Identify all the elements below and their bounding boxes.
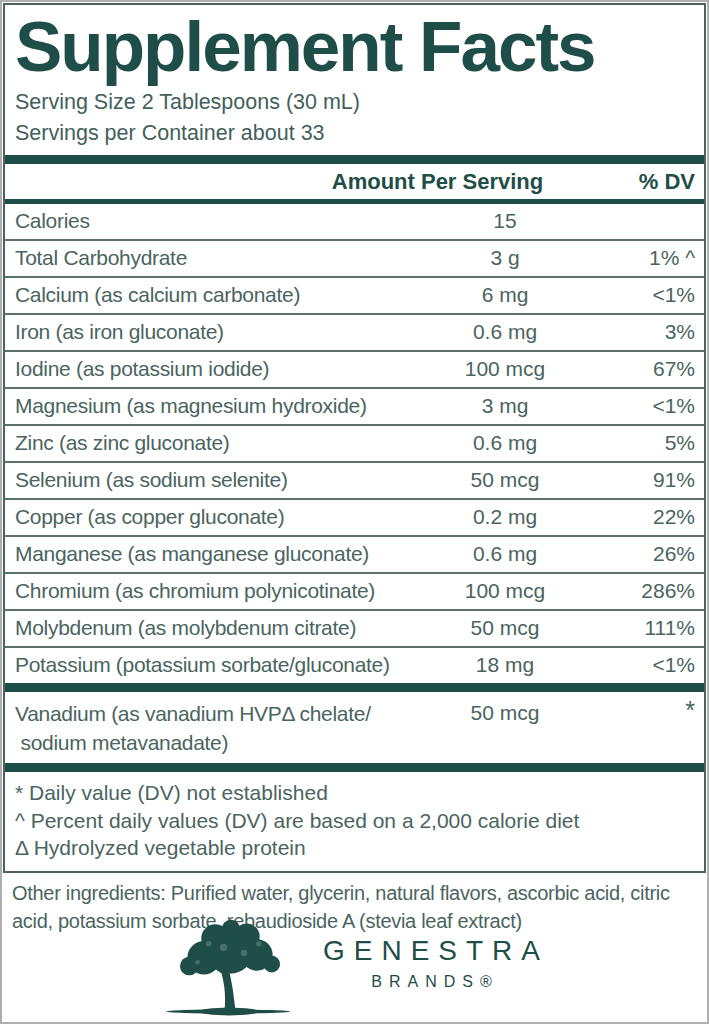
row-amount: 0.6 mg — [405, 315, 605, 349]
table-row: Iron (as iron gluconate) 0.6 mg 3% — [5, 315, 704, 352]
row-dv: 67% — [653, 352, 695, 386]
row-amount: 0.6 mg — [405, 426, 605, 460]
row-dv: 91% — [653, 463, 695, 497]
row-dv: 22% — [653, 500, 695, 534]
footnote-percent-dv: ^ Percent daily values (DV) are based on… — [15, 807, 694, 835]
table-header: Amount Per Serving % DV — [5, 164, 704, 199]
nutrient-table: Calories 15 Total Carbohydrate 3 g 1% ^ … — [5, 204, 704, 683]
row-label: Calcium (as calcium carbonate) — [15, 278, 300, 312]
row-amount: 0.2 mg — [405, 500, 605, 534]
table-row: Magnesium (as magnesium hydroxide) 3 mg … — [5, 389, 704, 426]
brand-logo: GENESTRA BRANDS® — [2, 916, 707, 1018]
row-dv: 5% — [665, 426, 695, 460]
row-amount: 100 mcg — [405, 574, 605, 608]
row-label: Selenium (as sodium selenite) — [15, 463, 288, 497]
row-label: Potassium (potassium sorbate/gluconate) — [15, 648, 390, 682]
row-amount: 15 — [405, 204, 605, 238]
table-row: Zinc (as zinc gluconate) 0.6 mg 5% — [5, 426, 704, 463]
row-label: Molybdenum (as molybdenum citrate) — [15, 611, 356, 645]
row-amount: 50 mcg — [405, 463, 605, 497]
row-dv: 1% ^ — [649, 241, 695, 275]
row-dv: 26% — [653, 537, 695, 571]
row-dv: <1% — [652, 389, 695, 423]
row-amount: 50 mcg — [405, 700, 605, 725]
row-label: Copper (as copper gluconate) — [15, 500, 284, 534]
row-label: Manganese (as manganese gluconate) — [15, 537, 369, 571]
row-dv: 3% — [665, 315, 695, 349]
row-label: Vanadium (as vanadium HVPΔ chelate/ sodi… — [15, 700, 371, 758]
servings-per-container: Servings per Container about 33 — [15, 118, 694, 148]
table-row: Iodine (as potassium iodide) 100 mcg 67% — [5, 352, 704, 389]
table-row: Manganese (as manganese gluconate) 0.6 m… — [5, 537, 704, 574]
footnote-hvp: Δ Hydrolyzed vegetable protein — [15, 834, 694, 862]
row-label: Iron (as iron gluconate) — [15, 315, 224, 349]
row-amount: 100 mcg — [405, 352, 605, 386]
table-row: Total Carbohydrate 3 g 1% ^ — [5, 241, 704, 278]
row-amount: 18 mg — [405, 648, 605, 682]
column-header-dv: % DV — [639, 164, 695, 199]
row-amount: 6 mg — [405, 278, 605, 312]
separator-bar-mid — [5, 683, 704, 692]
facts-title: Supplement Facts — [5, 5, 704, 83]
brand-sub: BRANDS® — [364, 973, 498, 991]
footnote-dv-not-established: * Daily value (DV) not established — [15, 779, 694, 807]
footnotes: * Daily value (DV) not established ^ Per… — [5, 772, 704, 872]
table-row: Copper (as copper gluconate) 0.2 mg 22% — [5, 500, 704, 537]
table-row-vanadium: Vanadium (as vanadium HVPΔ chelate/ sodi… — [5, 692, 704, 763]
row-dv: 111% — [644, 611, 695, 645]
serving-size: Serving Size 2 Tablespoons (30 mL) — [15, 87, 694, 117]
facts-box: Supplement Facts Serving Size 2 Tablespo… — [3, 3, 706, 873]
table-row: Molybdenum (as molybdenum citrate) 50 mc… — [5, 611, 704, 648]
serving-info: Serving Size 2 Tablespoons (30 mL) Servi… — [5, 83, 704, 154]
row-label: Iodine (as potassium iodide) — [15, 352, 269, 386]
row-dv: * — [685, 696, 695, 725]
brand-name: GENESTRA — [314, 935, 549, 967]
supplement-facts-label: Supplement Facts Serving Size 2 Tablespo… — [0, 0, 709, 1024]
table-row: Chromium (as chromium polynicotinate) 10… — [5, 574, 704, 611]
row-amount: 50 mcg — [405, 611, 605, 645]
table-row: Potassium (potassium sorbate/gluconate) … — [5, 648, 704, 683]
table-row: Calcium (as calcium carbonate) 6 mg <1% — [5, 278, 704, 315]
row-label: Magnesium (as magnesium hydroxide) — [15, 389, 367, 423]
separator-bar-bottom — [5, 763, 704, 772]
column-header-amount: Amount Per Serving — [305, 164, 570, 199]
row-label: Calories — [15, 204, 90, 238]
table-row: Selenium (as sodium selenite) 50 mcg 91% — [5, 463, 704, 500]
row-amount: 3 mg — [405, 389, 605, 423]
row-dv: 286% — [641, 574, 695, 608]
genestra-tree-icon — [160, 916, 300, 1018]
row-dv: <1% — [652, 648, 695, 682]
row-label: Total Carbohydrate — [15, 241, 187, 275]
row-label: Zinc (as zinc gluconate) — [15, 426, 230, 460]
separator-bar-top — [5, 155, 704, 164]
brand-wordmark: GENESTRA BRANDS® — [314, 935, 549, 991]
row-amount: 0.6 mg — [405, 537, 605, 571]
table-row: Calories 15 — [5, 204, 704, 241]
row-amount: 3 g — [405, 241, 605, 275]
row-dv: <1% — [652, 278, 695, 312]
row-label: Chromium (as chromium polynicotinate) — [15, 574, 375, 608]
